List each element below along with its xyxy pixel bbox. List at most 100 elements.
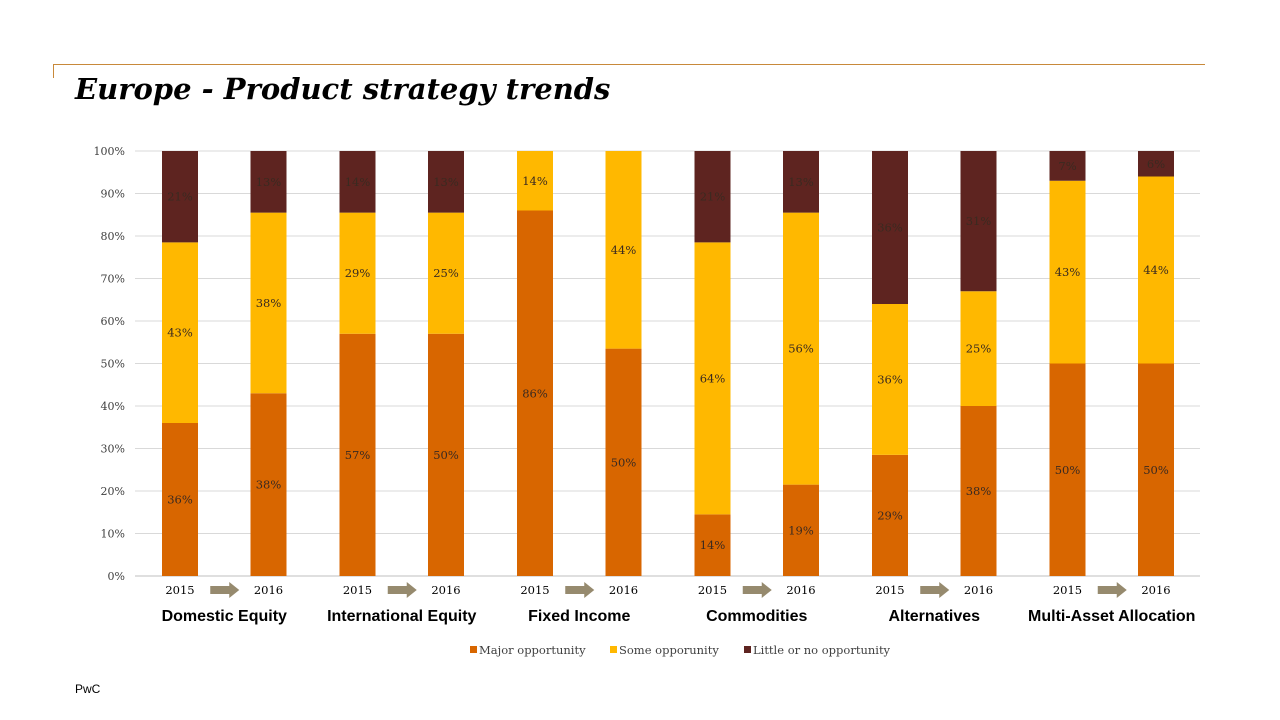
bar-segment-some-opportunity <box>872 304 908 455</box>
bar-segment-some-opportunity <box>428 212 464 334</box>
title-rule-tick <box>53 64 54 78</box>
bar-segment-major-opportunity <box>250 393 287 576</box>
right-arrow-icon <box>1097 582 1127 598</box>
right-arrow-icon <box>210 582 240 598</box>
data-label: 44% <box>611 243 637 257</box>
group-label: Multi-Asset Allocation <box>1028 608 1195 625</box>
data-label: 50% <box>611 455 637 469</box>
x-tick-label: 2016 <box>431 583 460 597</box>
data-label: 50% <box>433 448 459 462</box>
data-label: 38% <box>256 478 282 492</box>
data-label: 57% <box>345 448 371 462</box>
data-label: 13% <box>788 175 814 189</box>
bar-segment-major-opportunity <box>872 454 908 576</box>
data-label: 14% <box>522 174 548 188</box>
bar-segment-major-opportunity <box>428 333 464 576</box>
bar-segment-major-opportunity <box>783 484 819 576</box>
group-label: International Equity <box>327 608 476 625</box>
data-label: 43% <box>1055 265 1081 279</box>
data-label: 36% <box>167 493 193 507</box>
footer-brand: PwC <box>75 682 101 696</box>
bar-segment-some-opportunity <box>605 151 642 349</box>
legend-label: Little or no opportunity <box>753 643 891 657</box>
bar-segment-little-or-no-opportunity <box>339 151 376 213</box>
bar-segment-major-opportunity <box>1138 363 1174 576</box>
data-label: 29% <box>345 266 371 280</box>
x-tick-label: 2016 <box>609 583 638 597</box>
bar-segment-little-or-no-opportunity <box>1138 151 1174 177</box>
bar-segment-little-or-no-opportunity <box>250 151 287 213</box>
legend-label: Some opporunity <box>619 643 719 657</box>
data-label: 6% <box>1147 157 1165 171</box>
bar-segment-little-or-no-opportunity <box>162 151 198 243</box>
data-label: 43% <box>167 326 193 340</box>
title-rule <box>53 64 1205 65</box>
page-title: Europe - Product strategy trends <box>75 72 611 106</box>
x-tick-label: 2016 <box>1141 583 1170 597</box>
data-label: 38% <box>966 484 992 498</box>
data-label: 50% <box>1143 463 1169 477</box>
bar-segment-major-opportunity <box>162 423 198 576</box>
legend-label: Major opportunity <box>479 643 586 657</box>
bar-segment-some-opportunity <box>1138 176 1174 364</box>
data-label: 14% <box>345 175 371 189</box>
data-label: 64% <box>700 371 726 385</box>
bar-segment-little-or-no-opportunity <box>960 151 997 292</box>
group-label: Alternatives <box>888 608 980 625</box>
data-label: 36% <box>877 372 903 386</box>
bar-segment-little-or-no-opportunity <box>872 151 908 304</box>
data-label: 13% <box>256 175 282 189</box>
data-label: 25% <box>433 266 459 280</box>
bar-segment-major-opportunity <box>1049 363 1086 576</box>
data-label: 44% <box>1143 263 1169 277</box>
bar-segment-some-opportunity <box>250 212 287 394</box>
right-arrow-icon <box>387 582 417 598</box>
x-tick-label: 2016 <box>254 583 283 597</box>
bar-segment-some-opportunity <box>960 291 997 406</box>
bar-segment-some-opportunity <box>339 212 376 334</box>
x-tick-label: 2016 <box>786 583 815 597</box>
data-label: 56% <box>788 342 814 356</box>
bar-segment-little-or-no-opportunity <box>428 151 464 213</box>
bar-segment-little-or-no-opportunity <box>783 151 819 213</box>
data-label: 21% <box>700 190 726 204</box>
y-tick-label: 90% <box>101 188 125 201</box>
y-tick-label: 80% <box>101 230 125 243</box>
y-tick-label: 60% <box>101 315 125 328</box>
data-label: 14% <box>700 538 726 552</box>
y-tick-label: 40% <box>101 400 125 413</box>
right-arrow-icon <box>920 582 950 598</box>
data-label: 50% <box>1055 463 1081 477</box>
bar-segment-some-opportunity <box>783 212 819 485</box>
data-label: 19% <box>788 523 814 537</box>
x-tick-label: 2015 <box>698 583 727 597</box>
x-tick-label: 2015 <box>520 583 549 597</box>
group-label: Fixed Income <box>528 608 630 625</box>
bar-segment-some-opportunity <box>694 242 731 515</box>
group-label: Commodities <box>706 608 807 625</box>
bar-segment-some-opportunity <box>1049 180 1086 364</box>
y-tick-label: 30% <box>101 443 125 456</box>
x-tick-label: 2016 <box>964 583 993 597</box>
data-label: 86% <box>522 386 548 400</box>
bar-segment-little-or-no-opportunity <box>1049 151 1086 181</box>
right-arrow-icon <box>565 582 595 598</box>
bar-segment-little-or-no-opportunity <box>694 151 731 243</box>
bar-segment-major-opportunity <box>605 348 642 576</box>
y-tick-label: 50% <box>101 358 125 371</box>
data-label: 36% <box>877 221 903 235</box>
y-tick-label: 70% <box>101 273 125 286</box>
x-tick-label: 2015 <box>875 583 904 597</box>
data-label: 38% <box>256 296 282 310</box>
right-arrow-icon <box>742 582 772 598</box>
group-label: Domestic Equity <box>162 608 287 625</box>
x-tick-label: 2015 <box>343 583 372 597</box>
bar-segment-major-opportunity <box>517 210 553 576</box>
x-tick-label: 2015 <box>1053 583 1082 597</box>
data-label: 7% <box>1058 159 1076 173</box>
legend-swatch-major-opportunity <box>470 646 477 653</box>
x-tick-label: 2015 <box>165 583 194 597</box>
data-label: 13% <box>433 175 459 189</box>
y-tick-label: 100% <box>94 145 125 158</box>
